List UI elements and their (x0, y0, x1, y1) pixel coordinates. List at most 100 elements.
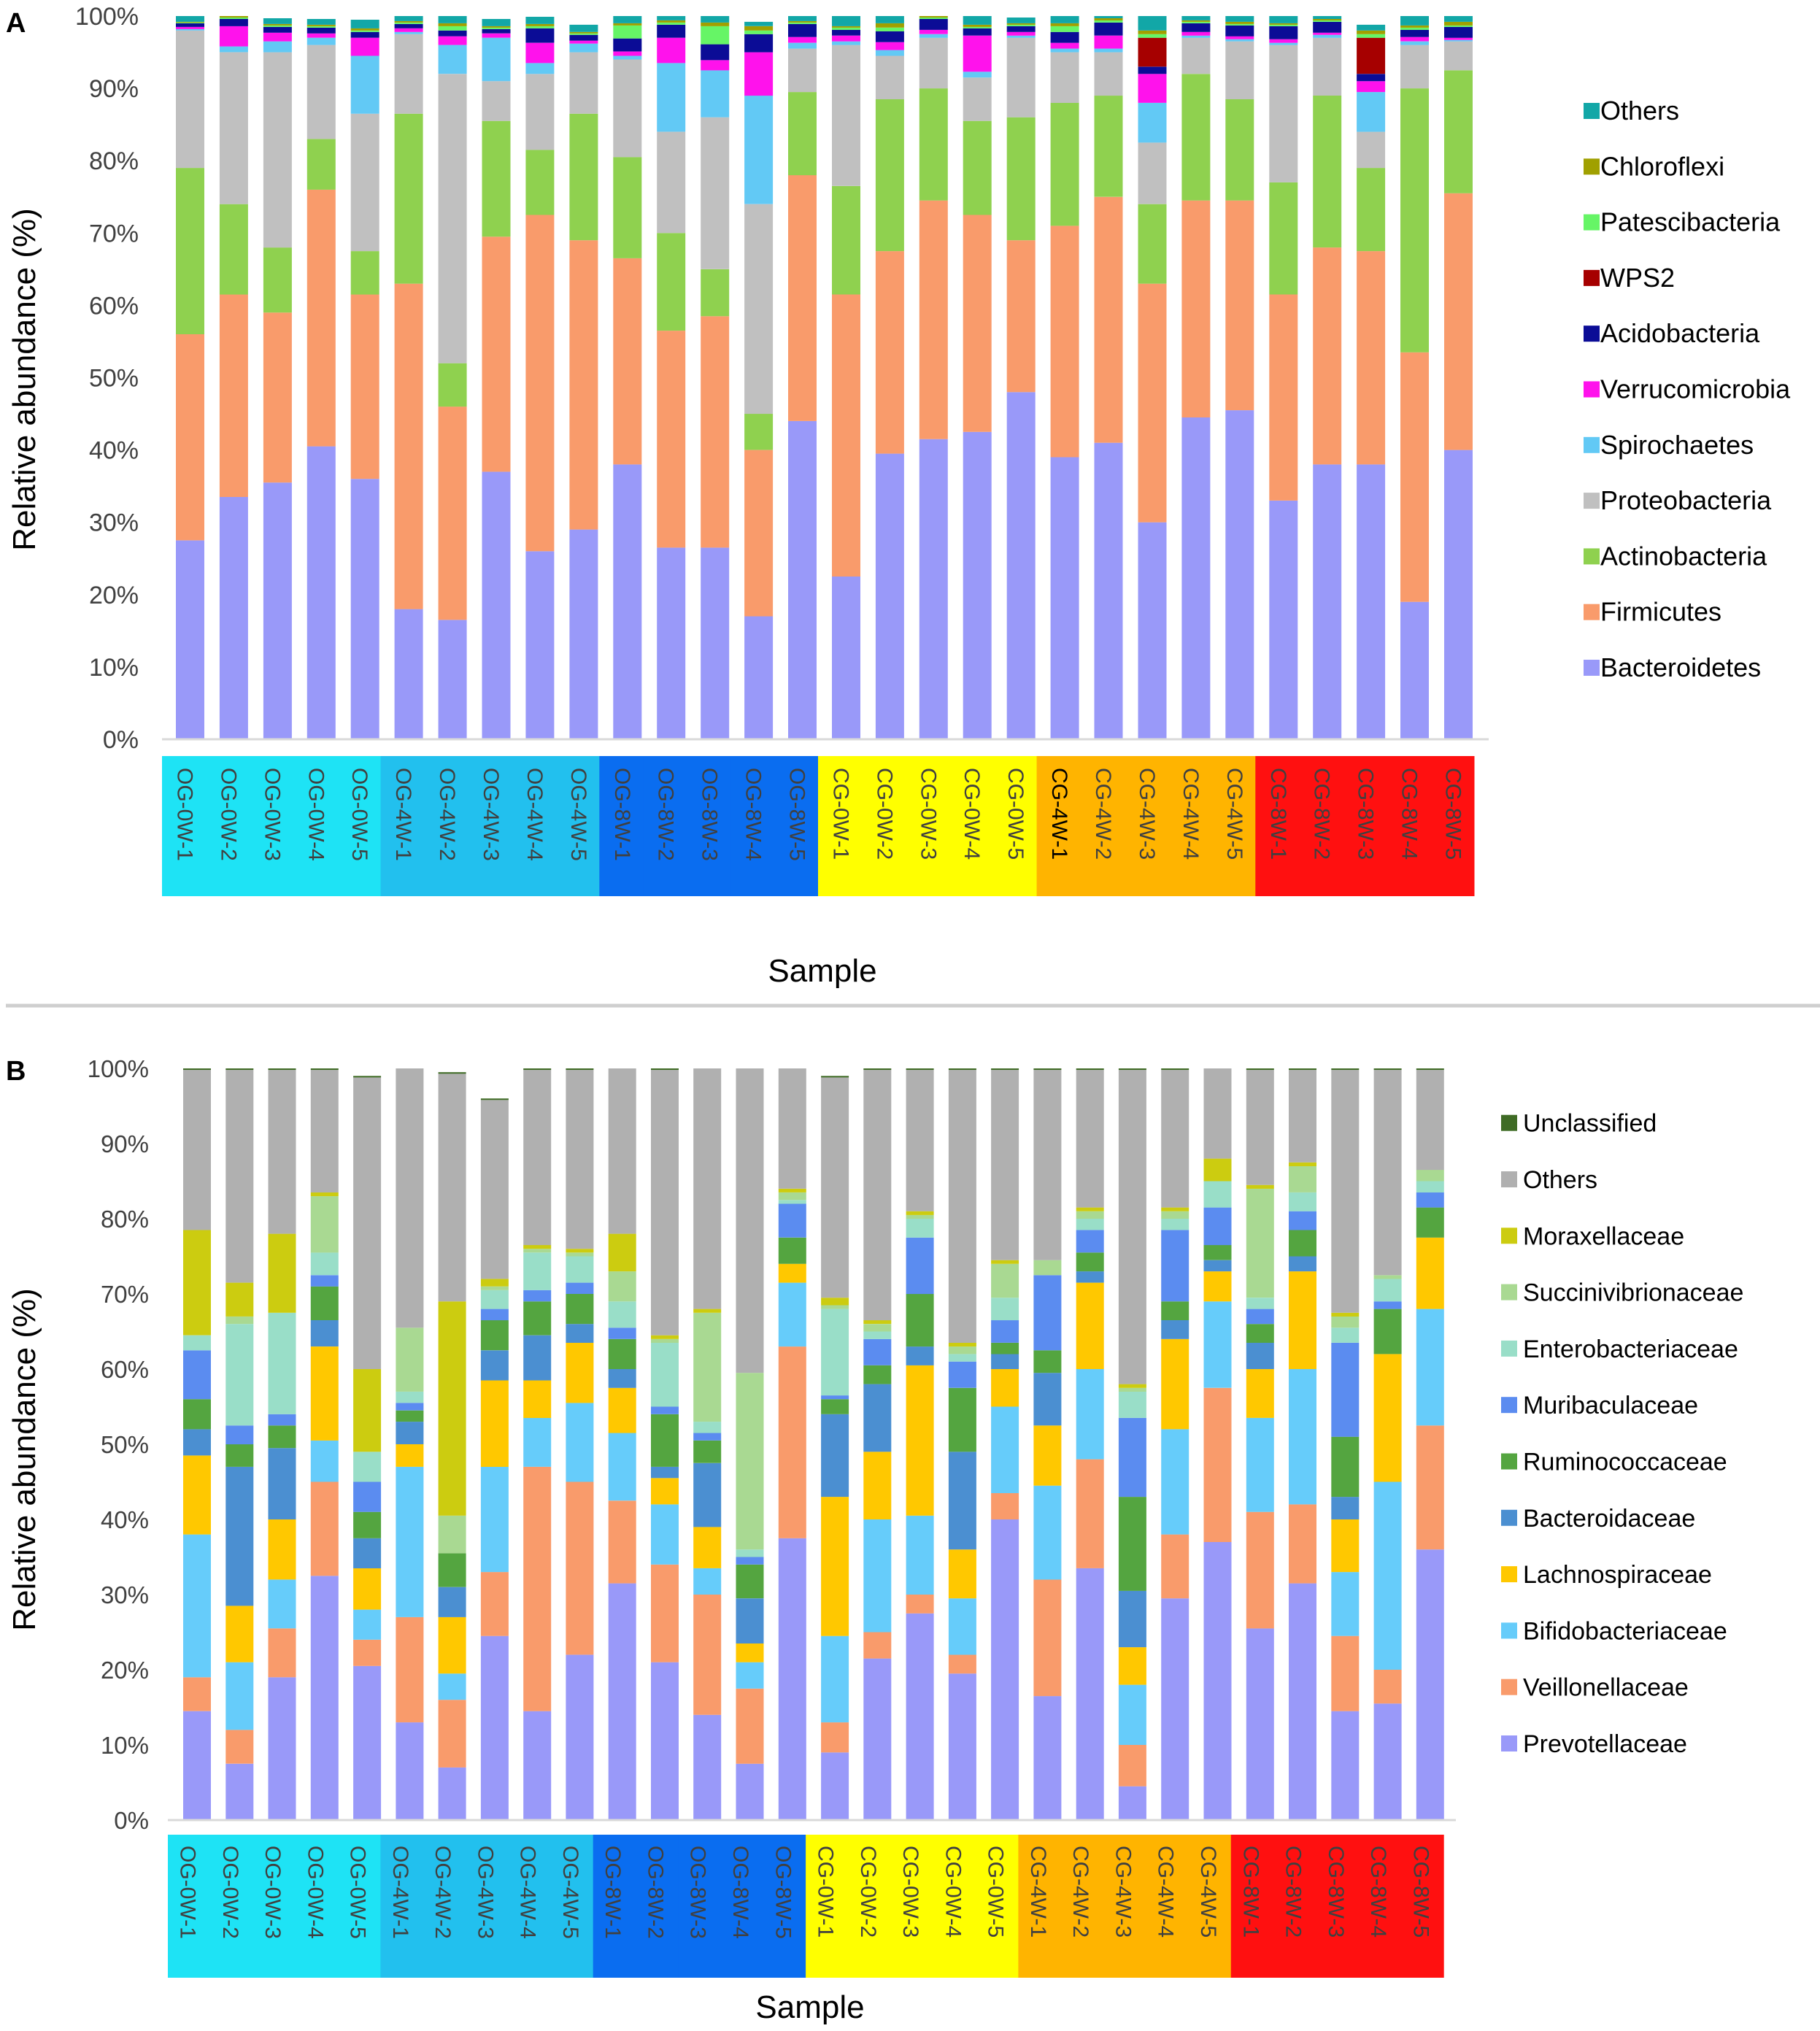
panel-b-x-axis-label: Sample (755, 1989, 864, 2025)
bar-segment (1161, 1338, 1189, 1430)
sample-label: CG-4W-1 (1026, 1846, 1050, 1938)
bar-segment (310, 1196, 339, 1253)
bar-segment (566, 1252, 594, 1257)
bar-segment (1289, 1369, 1316, 1505)
bar-segment (1225, 23, 1254, 26)
bar-segment (1006, 24, 1036, 26)
bar-segment (821, 1076, 849, 1078)
bar-segment (225, 1068, 254, 1071)
bar-segment (788, 16, 817, 21)
bar-segment (744, 26, 774, 31)
bar-segment (608, 1233, 636, 1272)
bar-segment (963, 24, 992, 27)
bar-segment (525, 215, 555, 552)
bar-segment (1331, 1068, 1360, 1071)
bar-segment (1444, 193, 1473, 450)
sample-group-band (861, 756, 906, 896)
bar-segment (875, 16, 904, 23)
bar-segment (1246, 1298, 1274, 1309)
bar-segment (525, 26, 555, 28)
bar-segment (1138, 37, 1167, 67)
bar-segment (906, 1219, 934, 1238)
bar-segment (566, 1294, 594, 1325)
y-tick-label: 70% (89, 220, 139, 247)
bar-segment (963, 26, 992, 28)
bar-segment (482, 81, 511, 121)
bar-segment (608, 1271, 636, 1302)
bar-segment (1006, 31, 1036, 36)
sample-group-band (1230, 1835, 1274, 1978)
sample-group-band (949, 756, 994, 896)
bar-segment (657, 20, 686, 23)
panel-b-legend: Prevotellaceae Veillonellaceae Bifidobacte… (1501, 1110, 1743, 1758)
bar-segment (268, 1448, 296, 1519)
bar-segment (1289, 1583, 1316, 1820)
bar-segment (1050, 31, 1079, 43)
bar-segment (1444, 450, 1473, 739)
bar-segment (268, 1312, 296, 1414)
sample-group-band (555, 756, 600, 896)
bar-segment (1313, 19, 1342, 20)
bar-segment (1118, 1647, 1146, 1685)
bar-segment (1225, 99, 1254, 201)
bar-segment (991, 1354, 1019, 1369)
bar-segment (1181, 37, 1211, 74)
bar-segment (1161, 1301, 1189, 1320)
bar-segment (608, 1068, 636, 1234)
bar-segment (268, 1519, 296, 1580)
bar-segment (1006, 26, 1036, 32)
sample-label: CG-8W-4 (1397, 768, 1422, 860)
bar-segment (1161, 1207, 1189, 1211)
sample-label: CG-4W-4 (1179, 768, 1203, 860)
bar-segment (991, 1369, 1019, 1407)
bar-segment (1225, 39, 1254, 42)
y-tick-label: 10% (101, 1732, 149, 1759)
sample-label: OG-8W-2 (654, 768, 678, 861)
bar-segment (948, 1387, 976, 1452)
bar-segment (394, 28, 423, 32)
bar-segment (1006, 35, 1036, 38)
bar-segment (608, 1338, 636, 1369)
bar-segment (906, 1211, 934, 1215)
sample-label: OG-0W-1 (176, 1846, 200, 1939)
bar-segment (788, 42, 817, 49)
bar-segment (480, 1572, 509, 1636)
bar-segment (651, 1662, 679, 1820)
bar-segment (438, 1587, 466, 1617)
bar-segment (1246, 1369, 1274, 1418)
bar-segment (919, 19, 948, 30)
bar-segment (183, 1399, 211, 1430)
bar-segment (438, 1700, 466, 1768)
bar-segment (353, 1665, 382, 1820)
bar-segment (1076, 1369, 1104, 1460)
bar-segment (778, 1263, 806, 1283)
bar-segment (1076, 1219, 1104, 1230)
sample-group-band (1358, 1835, 1402, 1978)
bar-segment (523, 1417, 552, 1467)
bar-segment (744, 21, 774, 26)
bar-segment (1181, 417, 1211, 739)
bar-segment (948, 1070, 976, 1343)
legend-swatch (1584, 269, 1600, 286)
bar-segment (306, 24, 336, 26)
bar-segment (948, 1549, 976, 1599)
sample-label: CG-0W-3 (916, 768, 940, 860)
bar-segment (832, 41, 860, 45)
sample-label: OG-4W-2 (435, 768, 459, 861)
bar-segment (651, 1335, 679, 1339)
bar-segment (608, 1583, 636, 1820)
bar-segment (832, 27, 860, 30)
bar-segment (219, 26, 248, 47)
bar-segment (1033, 1350, 1062, 1373)
bar-segment (1331, 1635, 1360, 1711)
bar-segment (1161, 1211, 1189, 1219)
bar-segment (1006, 392, 1036, 739)
bar-segment (268, 1233, 296, 1313)
bar-segment (438, 1074, 466, 1302)
sample-group-band (1146, 1835, 1189, 1978)
bar-segment (225, 1763, 254, 1821)
bar-segment (701, 16, 730, 23)
sample-group-band (1430, 756, 1475, 896)
bar-segment (1400, 41, 1429, 45)
bar-segment (1050, 48, 1079, 53)
